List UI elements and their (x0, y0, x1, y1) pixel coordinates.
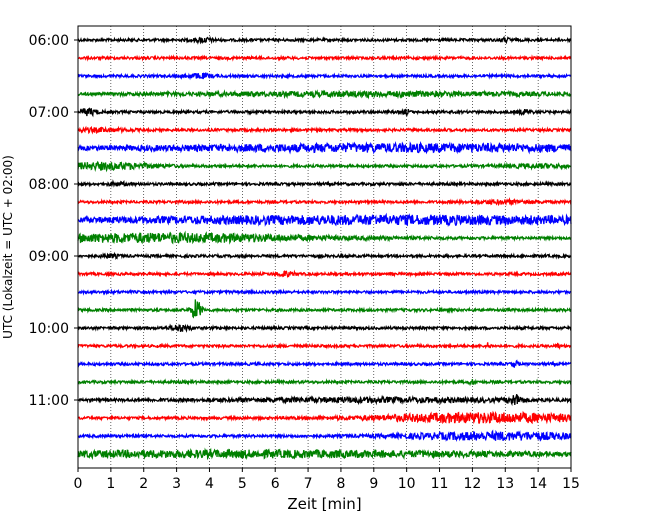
seismic-trace (77, 393, 572, 407)
seismic-trace (77, 251, 572, 261)
seismic-trace (77, 179, 572, 188)
seismic-trace (77, 410, 572, 425)
y-tick-label: 09:00 (29, 249, 69, 265)
x-tick-label: 1 (106, 476, 115, 492)
x-tick-label: 0 (74, 476, 83, 492)
seismic-trace (77, 212, 572, 227)
x-tick-label: 9 (369, 476, 378, 492)
x-tick-label: 13 (496, 476, 514, 492)
x-tick-label: 12 (463, 476, 481, 492)
seismic-trace (77, 359, 572, 368)
x-tick-label: 2 (139, 476, 148, 492)
seismic-traces (77, 35, 572, 461)
x-tick-label: 6 (271, 476, 280, 492)
y-axis-ticks: 06:00 07:00 08:00 09:00 10:00 11:00 (29, 33, 78, 409)
seismic-trace (77, 323, 572, 333)
x-tick-label: 3 (172, 476, 181, 492)
seismic-trace (77, 429, 572, 443)
seismic-trace (77, 107, 572, 118)
x-tick-label: 10 (398, 476, 416, 492)
seismic-trace (77, 447, 572, 461)
y-tick-label: 07:00 (29, 105, 69, 121)
seismic-trace (77, 288, 572, 296)
seismic-trace (77, 299, 572, 319)
plot-frame (77, 25, 572, 469)
y-tick-label: 11:00 (29, 393, 69, 409)
seismic-trace (77, 196, 572, 207)
x-tick-label: 5 (238, 476, 247, 492)
seismic-trace (77, 230, 572, 245)
x-axis-label: Zeit [min] (287, 495, 361, 513)
seismic-trace (77, 160, 572, 173)
seismic-trace (77, 54, 572, 62)
x-tick-label: 15 (562, 476, 580, 492)
seismic-trace (77, 125, 572, 135)
y-tick-label: 06:00 (29, 33, 69, 49)
seismic-trace (77, 378, 572, 387)
x-tick-label: 14 (529, 476, 547, 492)
seismic-trace (77, 72, 572, 81)
x-tick-label: 7 (304, 476, 313, 492)
y-tick-label: 08:00 (29, 177, 69, 193)
x-tick-label: 11 (431, 476, 449, 492)
y-tick-label: 10:00 (29, 321, 69, 337)
y-axis-label: UTC (Lokalzeit = UTC + 02:00) (1, 155, 15, 339)
seismic-trace (77, 35, 572, 45)
seismic-trace (77, 141, 572, 155)
seismic-trace (77, 269, 572, 279)
seismic-trace (77, 89, 572, 100)
x-axis-ticks: 0 1 2 3 4 5 6 7 8 9 10 11 12 13 14 15 (74, 468, 580, 492)
seismic-trace (77, 342, 572, 351)
x-tick-label: 8 (336, 476, 345, 492)
x-tick-label: 4 (205, 476, 214, 492)
